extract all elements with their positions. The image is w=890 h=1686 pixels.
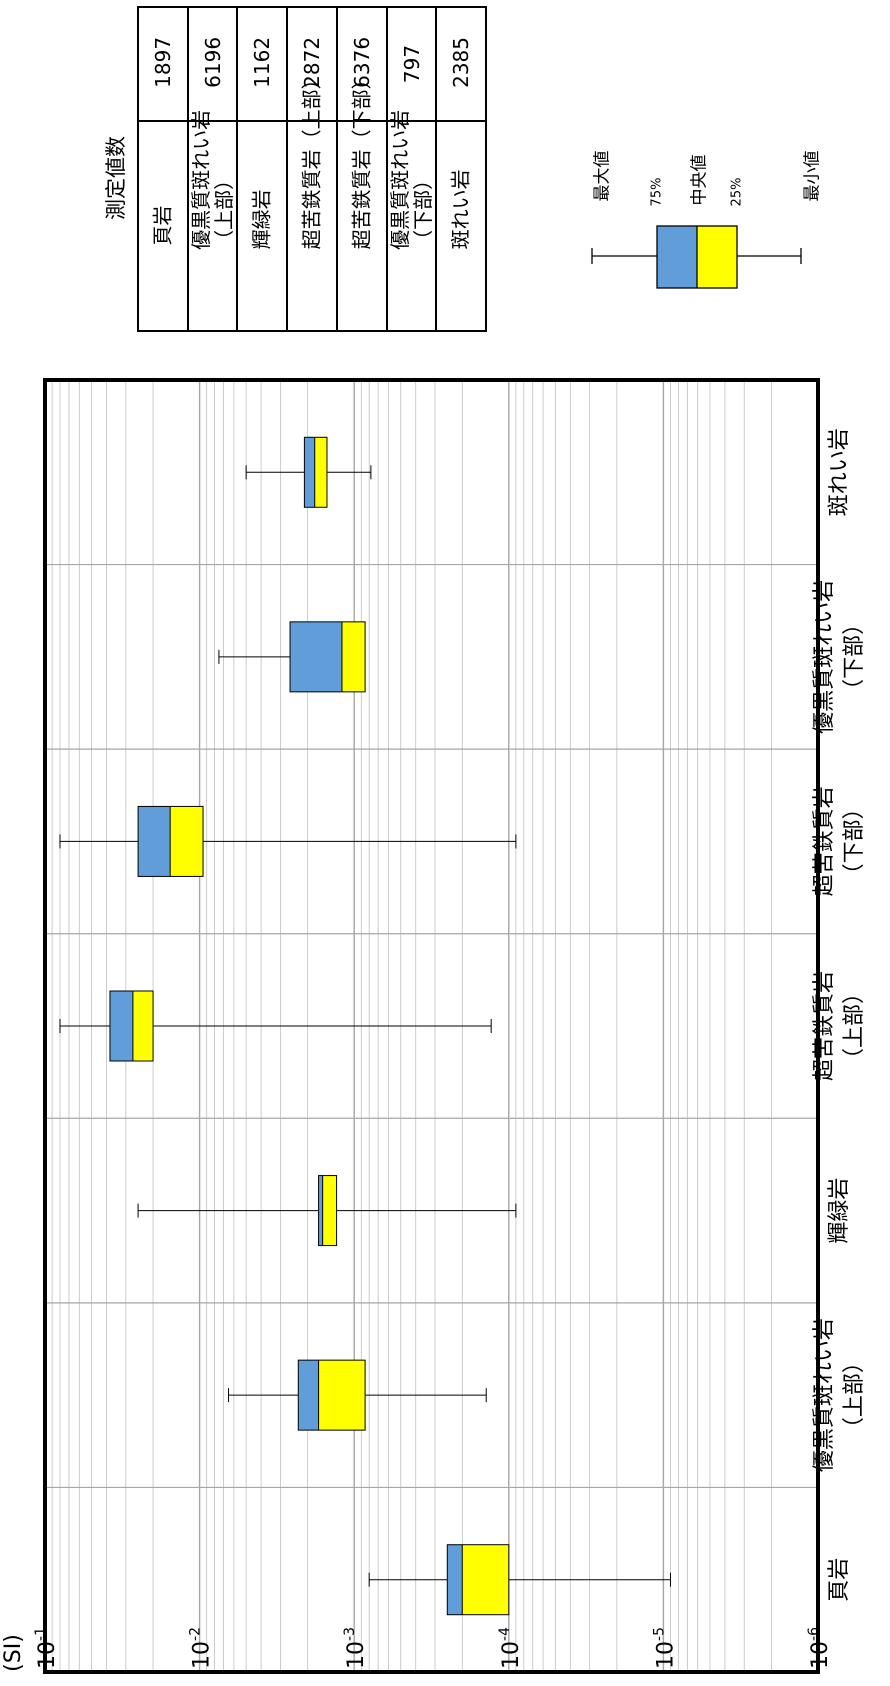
table-labels-row: 頁岩 優黒質斑れい岩 （上部） 輝緑岩 超苦鉄質岩（上部） 超苦鉄質岩（下部） …: [137, 70, 487, 333]
count-cell: 6196: [186, 6, 239, 122]
legend-lower-box: [697, 226, 737, 288]
count-cell: 2385: [435, 6, 487, 122]
lower-quartile-box: [462, 1544, 509, 1615]
count-cell: 6376: [335, 6, 388, 122]
category-boxplot: [59, 990, 492, 1062]
count-cell: 1897: [137, 6, 189, 122]
lower-quartile-box: [318, 1360, 366, 1431]
upper-quartile-box: [290, 621, 342, 692]
plot-frame: [43, 378, 820, 1674]
category-label: （下部）: [842, 797, 867, 885]
table-title: 測定値数: [104, 136, 128, 220]
rock-label-cell: 斑れい岩: [435, 119, 487, 333]
category-label: 優黒質斑れい岩: [812, 1318, 837, 1472]
upper-quartile-box: [304, 437, 315, 508]
y-tick-label: 10-6: [806, 1627, 833, 1669]
category-boxplot: [368, 1544, 671, 1616]
box-plots: [59, 436, 671, 1616]
category-boxplot: [59, 805, 517, 877]
lower-quartile-box: [170, 806, 204, 877]
count-cell: 797: [385, 6, 438, 122]
lower-quartile-box: [341, 621, 366, 692]
count-cell: 1162: [236, 6, 289, 122]
y-tick-label: 10-2: [188, 1627, 215, 1669]
y-tick-label: 10-5: [651, 1627, 678, 1669]
upper-quartile-box: [298, 1360, 319, 1431]
box-outline: [303, 436, 328, 508]
rock-label-cell: 超苦鉄質岩（下部）: [335, 70, 388, 333]
category-label: 超苦鉄質岩: [812, 786, 837, 896]
category-label: 斑れい岩: [827, 428, 852, 516]
category-boxplot: [137, 1175, 517, 1247]
y-axis-ticks: 10-1 10-2 10-3 10-4 10-5 10-6 (SI): [1, 1627, 833, 1672]
y-tick-label: 10-1: [33, 1627, 60, 1669]
category-boxplot: [245, 436, 372, 508]
box-outline: [109, 990, 154, 1062]
legend-p25-label: 25%: [729, 177, 745, 207]
upper-quartile-box: [447, 1544, 463, 1615]
legend-graphic: [591, 225, 802, 289]
box-outline: [318, 1175, 338, 1247]
lower-quartile-box: [132, 991, 154, 1061]
legend-min-label: 最小値: [802, 150, 823, 202]
upper-quartile-box: [138, 806, 171, 877]
legend-upper-box: [657, 226, 697, 288]
rock-label-cell: 超苦鉄質岩（上部）: [286, 70, 338, 333]
upper-quartile-box: [318, 1175, 323, 1246]
box-outline: [297, 1359, 366, 1431]
legend-max-label: 最大値: [592, 150, 613, 202]
rock-label-cell: 優黒質斑れい岩 （上部）: [186, 110, 239, 333]
y-axis-unit: (SI): [1, 1634, 26, 1672]
box-outline: [446, 1544, 510, 1616]
rock-label-cell: 頁岩: [137, 119, 189, 333]
table-counts-row: 1897 6196 1162 2872 6376 797 2385: [137, 6, 487, 122]
category-label: 輝緑岩: [827, 1178, 852, 1244]
legend-p75-label: 75%: [649, 177, 665, 207]
rock-label-cell: 優黒質斑れい岩 （下部）: [385, 110, 438, 333]
y-tick-label: 10-3: [342, 1627, 369, 1669]
category-label: （上部）: [842, 982, 867, 1070]
lower-quartile-box: [322, 1175, 337, 1246]
category-label: （下部）: [842, 613, 867, 701]
lower-quartile-box: [314, 437, 327, 508]
y-tick-label: 10-4: [497, 1627, 524, 1669]
upper-quartile-box: [109, 991, 133, 1061]
category-label: 優黒質斑れい岩: [812, 580, 837, 734]
category-boxplot: [228, 1359, 487, 1431]
legend-median-label: 中央値: [689, 154, 710, 206]
measurement-count-table: 1897 6196 1162 2872 6376 797 2385 頁岩 優黒質…: [137, 6, 487, 333]
category-boxplot: [218, 621, 366, 693]
box-outline: [289, 621, 366, 693]
category-label: 頁岩: [827, 1558, 852, 1602]
count-cell: 2872: [286, 6, 338, 122]
rock-label-cell: 輝緑岩: [236, 119, 289, 333]
category-label: （上部）: [842, 1351, 867, 1439]
category-label: 超苦鉄質岩: [812, 971, 837, 1081]
